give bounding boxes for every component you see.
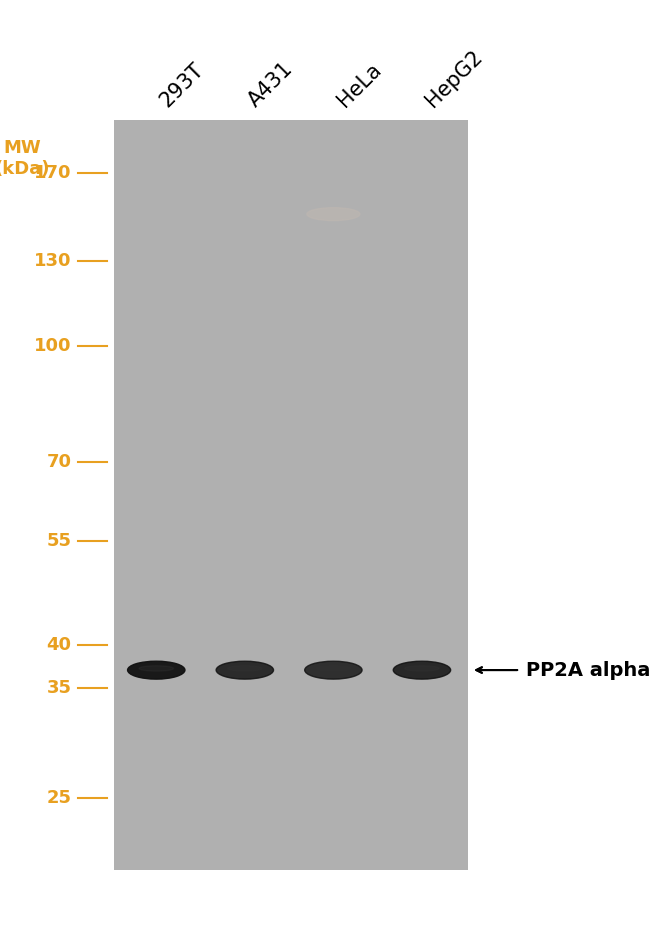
- Ellipse shape: [216, 661, 274, 679]
- Ellipse shape: [127, 661, 185, 679]
- Text: HepG2: HepG2: [422, 46, 486, 111]
- Text: A431: A431: [245, 58, 297, 111]
- Text: 25: 25: [47, 789, 72, 807]
- Ellipse shape: [139, 666, 174, 671]
- Ellipse shape: [316, 666, 350, 671]
- Text: 100: 100: [34, 337, 72, 356]
- Ellipse shape: [307, 207, 360, 220]
- Text: 70: 70: [47, 454, 72, 471]
- Text: 55: 55: [47, 532, 72, 550]
- Text: 40: 40: [47, 635, 72, 654]
- Text: 293T: 293T: [156, 59, 208, 111]
- Text: 35: 35: [47, 679, 72, 697]
- Ellipse shape: [227, 666, 262, 671]
- Text: PP2A alpha: PP2A alpha: [526, 660, 650, 680]
- Text: 130: 130: [34, 252, 72, 269]
- Text: MW
(kDa): MW (kDa): [0, 139, 51, 178]
- Ellipse shape: [393, 661, 450, 679]
- Ellipse shape: [305, 661, 362, 679]
- Text: 170: 170: [34, 164, 72, 182]
- Text: HeLa: HeLa: [333, 59, 385, 111]
- Ellipse shape: [405, 666, 439, 671]
